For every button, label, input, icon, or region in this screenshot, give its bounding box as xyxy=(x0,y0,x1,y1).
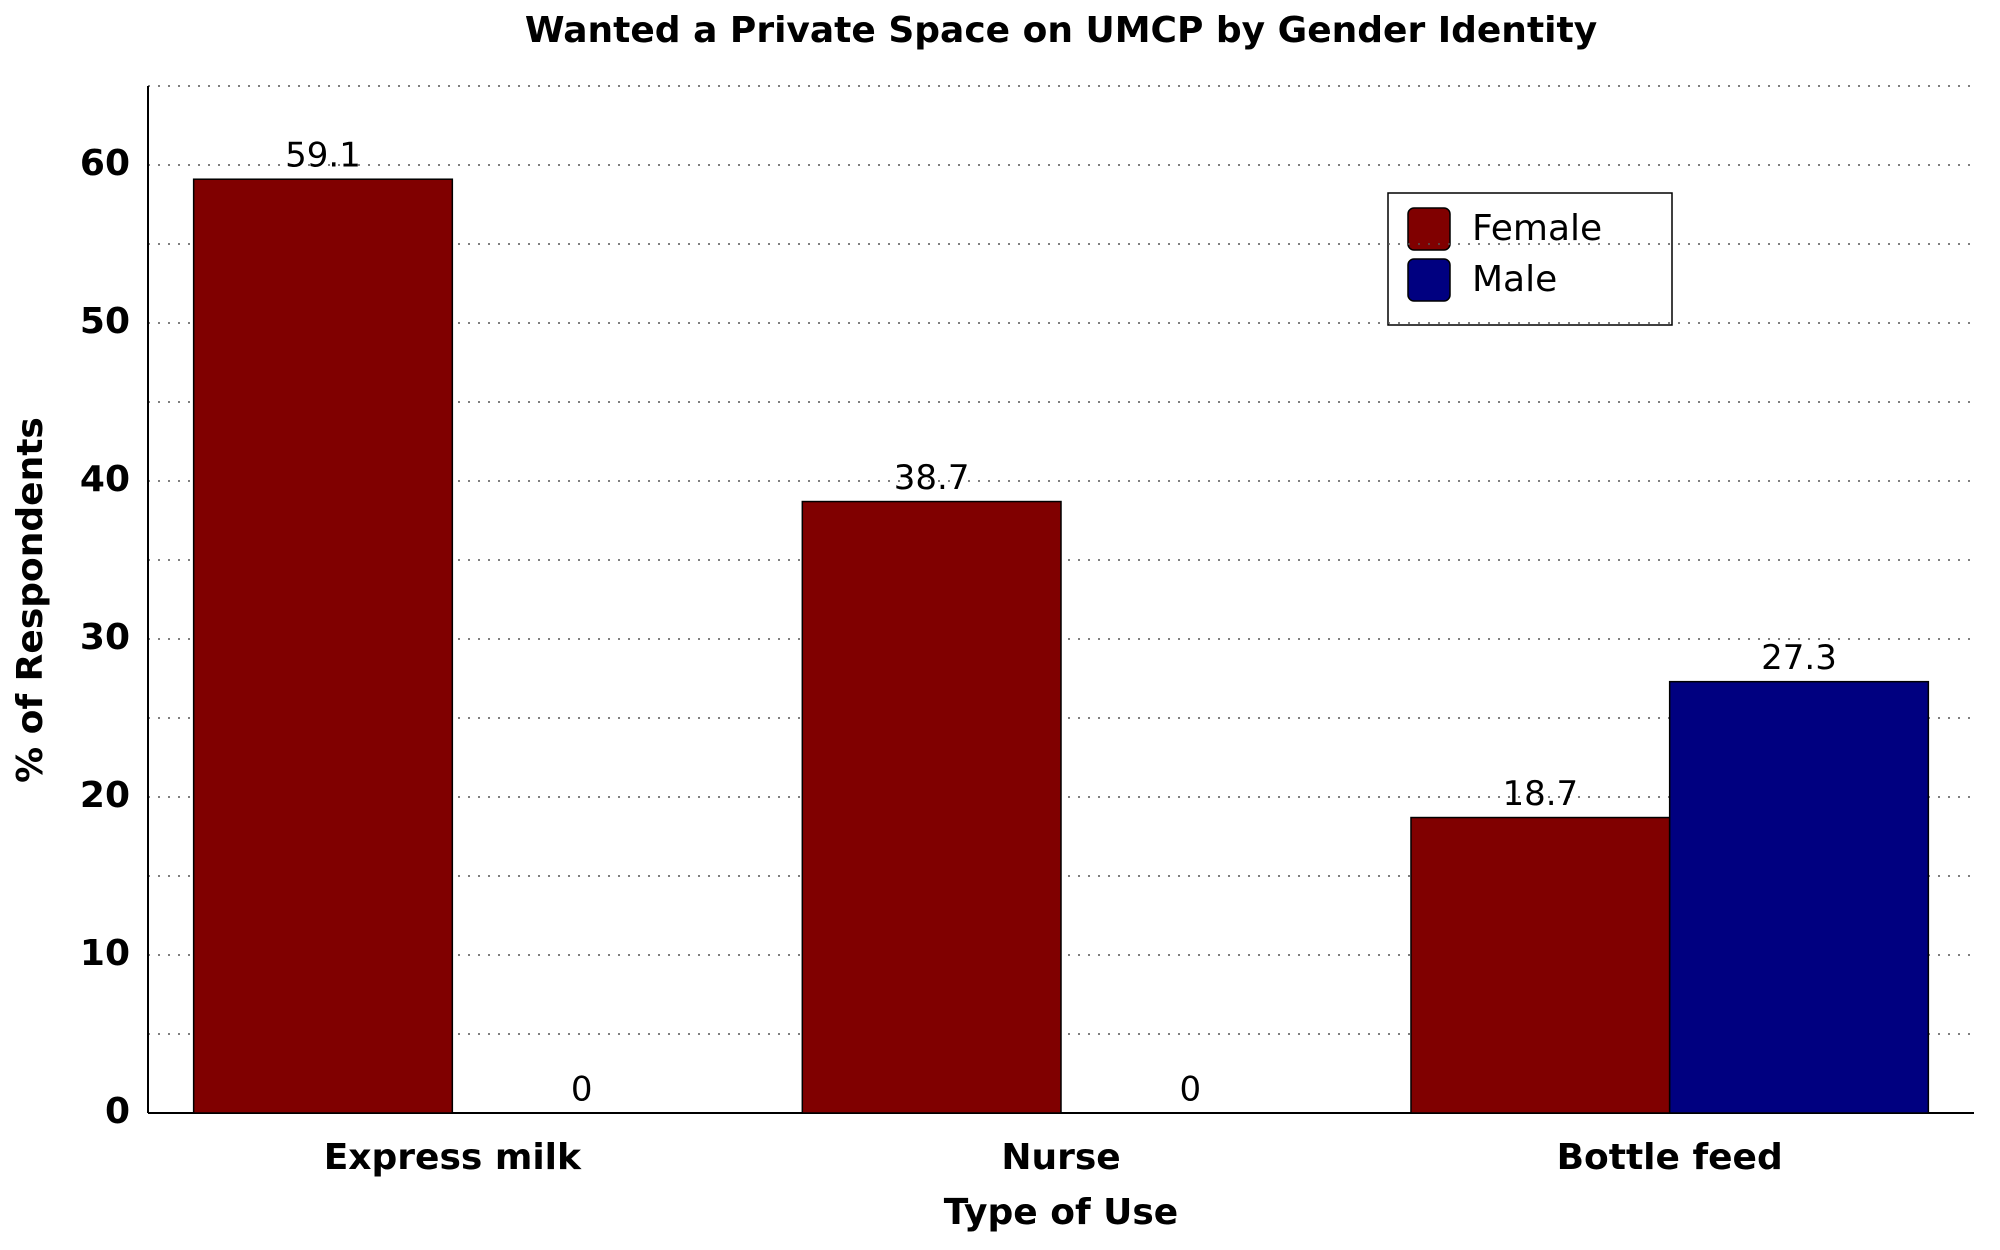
value-label: 18.7 xyxy=(1502,774,1578,814)
value-label: 0 xyxy=(571,1070,593,1110)
y-axis-label: % of Respondents xyxy=(10,417,51,783)
value-label: 27.3 xyxy=(1761,638,1837,678)
y-tick-label: 60 xyxy=(80,143,130,184)
chart-title: Wanted a Private Space on UMCP by Gender… xyxy=(525,10,1597,51)
value-label: 38.7 xyxy=(894,458,970,498)
legend-label: Female xyxy=(1472,208,1602,249)
x-axis-label: Type of Use xyxy=(944,1192,1178,1233)
legend: Female Male xyxy=(1387,192,1673,326)
y-tick-label: 10 xyxy=(80,933,130,974)
value-label: 59.1 xyxy=(285,136,361,176)
y-tick-label: 40 xyxy=(80,459,130,500)
y-tick-label: 50 xyxy=(80,301,130,342)
y-tick-label: 30 xyxy=(80,617,130,658)
legend-swatch xyxy=(1407,207,1451,251)
bar xyxy=(801,500,1062,1114)
x-tick-label: Express milk xyxy=(324,1137,582,1178)
x-tick-label: Bottle feed xyxy=(1557,1137,1783,1178)
bar xyxy=(1668,680,1930,1114)
bar xyxy=(1410,816,1671,1114)
y-tick-label: 0 xyxy=(105,1091,130,1132)
legend-swatch xyxy=(1407,258,1451,302)
legend-label: Male xyxy=(1472,259,1557,300)
x-tick-label: Nurse xyxy=(1001,1137,1120,1178)
bar xyxy=(192,178,454,1114)
value-label: 0 xyxy=(1180,1070,1202,1110)
y-tick-label: 20 xyxy=(80,775,130,816)
